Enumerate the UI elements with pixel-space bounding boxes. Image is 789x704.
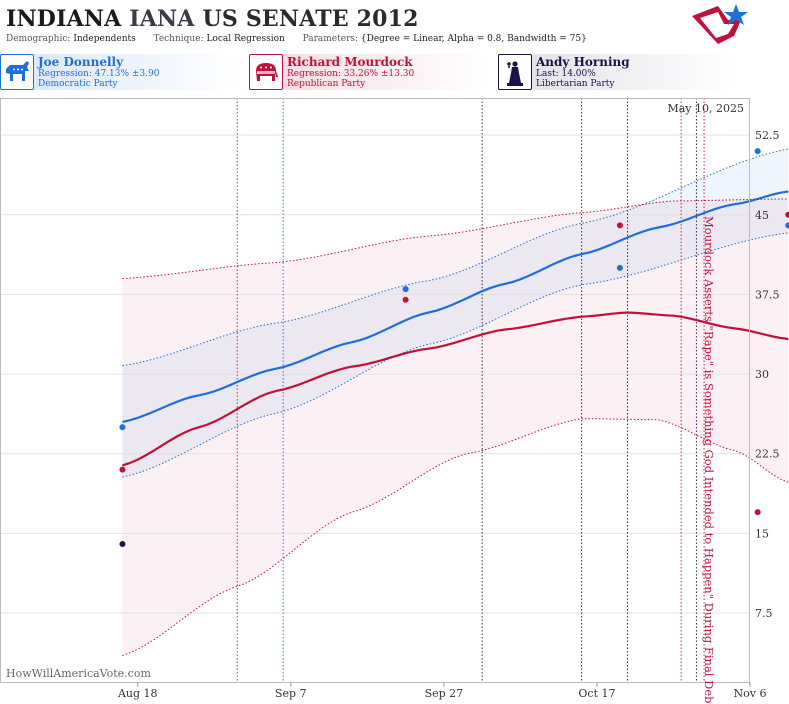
poll-point — [402, 296, 409, 303]
libertarian-liberty-icon — [498, 54, 532, 90]
poll-point — [119, 540, 126, 547]
parameters-line: Demographic: Independents Technique: Loc… — [6, 34, 587, 44]
poll-point — [754, 509, 761, 516]
confidence-lower — [122, 418, 789, 656]
poll-point — [785, 211, 789, 218]
event-label: Mourdock Asserts "Rape" is Something God… — [702, 216, 716, 704]
chart-date: May 10, 2025 — [667, 102, 744, 115]
x-tick-label: Sep 27 — [425, 687, 464, 700]
series-layer — [119, 148, 789, 656]
confidence-bands — [122, 149, 789, 656]
x-tick-label: Nov 6 — [734, 687, 767, 700]
gridlines — [0, 134, 750, 614]
candidate-party: Democratic Party — [38, 79, 118, 89]
confidence-band — [122, 149, 789, 478]
plot-frame — [0, 98, 750, 683]
parameters-value: {Degree = Linear, Alpha = 0.8, Bandwidth… — [360, 34, 587, 44]
poll-point — [616, 264, 623, 271]
title-mid: IANA — [129, 6, 195, 32]
poll-chart: 7.5 15 22.5 30 37.5 45 52.5 Aug 18 Sep 7 Sep 27 Oc… — [0, 98, 789, 704]
candidate-party: Libertarian Party — [536, 79, 615, 89]
poll-point — [119, 424, 126, 431]
demographic-label: Demographic: — [6, 34, 71, 44]
candidate-name: Andy Horning — [536, 55, 630, 69]
candidate-card-donnelly: Joe Donnelly Regression: 47.13% ±3.90 De… — [0, 54, 240, 90]
y-tick-label: 52.5 — [755, 129, 780, 142]
parameters-label: Parameters: — [302, 34, 359, 44]
poll-point — [616, 222, 623, 229]
chart-title: INDIANA IANA US SENATE 2012 — [6, 6, 419, 32]
x-tick-label: Oct 17 — [578, 687, 615, 700]
demographic-value: Independents — [73, 34, 136, 44]
candidate-card-mourdock: Richard Mourdock Regression: 33.26% ±13.… — [249, 54, 489, 90]
confidence-upper — [122, 148, 789, 367]
confidence-upper — [122, 198, 789, 279]
y-tick-label: 45 — [755, 209, 769, 222]
y-tick-label: 22.5 — [755, 448, 780, 461]
poll-point — [402, 286, 409, 293]
trend-line — [122, 190, 789, 423]
trend-line — [122, 311, 789, 467]
y-tick-label: 15 — [755, 527, 769, 540]
x-tick-label: Sep 7 — [275, 687, 307, 700]
candidate-party: Republican Party — [287, 79, 366, 89]
y-tick-label: 7.5 — [755, 607, 773, 620]
watermark: HowWillAmericaVote.com — [6, 667, 151, 680]
candidate-name: Joe Donnelly — [38, 55, 124, 69]
axes: 7.5 15 22.5 30 37.5 45 52.5 Aug 18 Sep 7 Sep 27 Oc… — [0, 98, 780, 700]
candidate-name: Richard Mourdock — [287, 55, 413, 69]
title-state: INDIANA — [6, 6, 122, 32]
candidate-regression: Regression: 47.13% ±3.90 — [38, 69, 160, 79]
technique-label: Technique: — [153, 34, 204, 44]
technique-value: Local Regression — [206, 34, 285, 44]
poll-point — [785, 222, 789, 229]
poll-point — [754, 148, 761, 155]
site-logo-icon — [692, 4, 748, 44]
x-tick-label: Aug 18 — [117, 687, 158, 700]
candidate-card-horning: Andy Horning Last: 14.00% Libertarian Pa… — [498, 54, 738, 90]
democrat-donkey-icon — [0, 54, 34, 90]
title-rest: US SENATE 2012 — [202, 6, 419, 32]
poll-point — [119, 466, 126, 473]
republican-elephant-icon — [249, 54, 283, 90]
candidate-regression: Regression: 33.26% ±13.30 — [287, 69, 415, 79]
y-tick-label: 37.5 — [755, 288, 780, 301]
y-tick-label: 30 — [755, 368, 769, 381]
candidate-last: Last: 14.00% — [536, 69, 596, 79]
chart-annotations: May 10, 2025 HowWillAmericaVote.com Mourdo… — [6, 102, 744, 704]
